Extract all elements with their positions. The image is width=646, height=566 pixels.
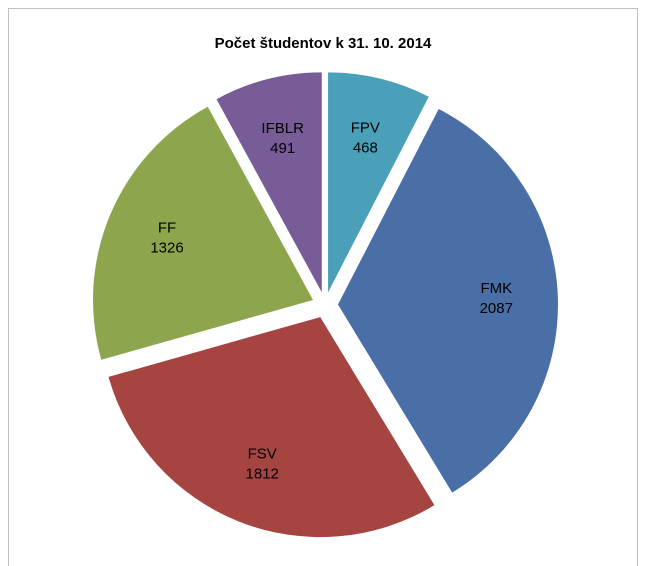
pie-slice xyxy=(216,72,322,293)
slice-label-value: 1326 xyxy=(150,239,183,256)
slice-label-value: 1812 xyxy=(246,465,279,482)
pie-slice xyxy=(108,317,435,538)
slice-label-name: FPV xyxy=(351,119,380,136)
slice-label-name: IFBLR xyxy=(261,120,304,137)
pie-slice xyxy=(93,106,314,360)
pie-slice xyxy=(328,72,429,293)
slice-label-value: 468 xyxy=(353,139,378,156)
slice-label-name: FSV xyxy=(248,445,277,462)
chart-title: Počet študentov k 31. 10. 2014 xyxy=(215,35,432,52)
slice-label-value: 2087 xyxy=(480,300,513,317)
pie-slice xyxy=(337,108,558,493)
slice-label-name: FMK xyxy=(480,280,512,297)
slice-label-name: FF xyxy=(158,219,176,236)
slice-label-value: 491 xyxy=(270,140,295,157)
